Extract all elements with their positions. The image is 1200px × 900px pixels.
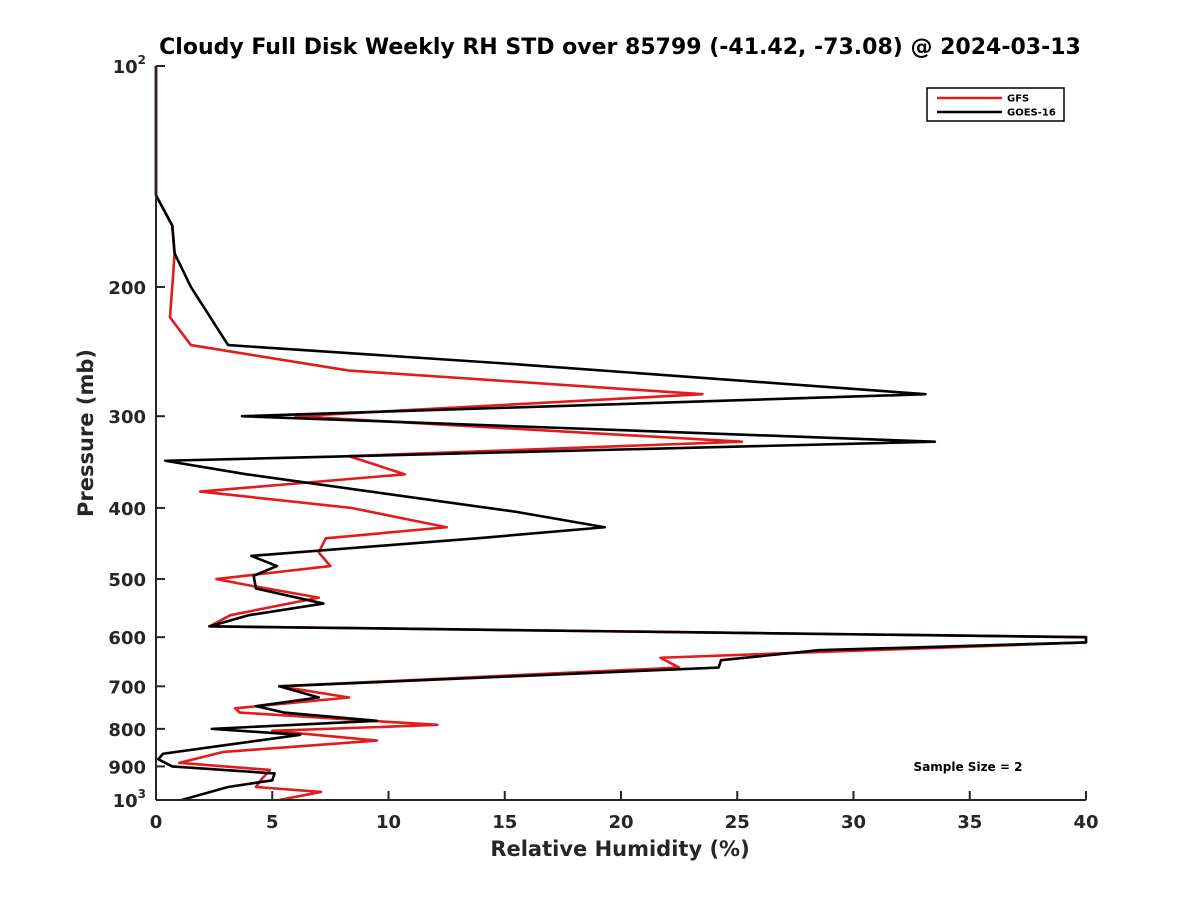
y-tick-label: 103	[113, 787, 146, 812]
y-axis-label: Pressure (mb)	[74, 349, 98, 517]
x-tick-label: 15	[492, 812, 517, 833]
y-tick-label: 500	[108, 570, 146, 591]
series-line-goes-16	[154, 66, 1088, 802]
x-tick-label: 30	[841, 812, 866, 833]
y-tick-label: 200	[108, 278, 146, 299]
sample-size-annotation: Sample Size = 2	[914, 760, 1023, 774]
plot-area: 0 5 10 15 20 25 30 35 40 102 200 300 400 500 600 700 800…	[108, 53, 1098, 833]
x-tick-label: 40	[1073, 812, 1098, 833]
x-tick-label: 25	[725, 812, 750, 833]
y-tick-label: 800	[108, 720, 146, 741]
y-tick-label: 400	[108, 499, 146, 520]
legend: GFS GOES-16	[926, 87, 1065, 122]
series-layer	[154, 66, 1088, 802]
series-line-gfs	[154, 66, 1088, 802]
chart-title: Cloudy Full Disk Weekly RH STD over 8579…	[159, 35, 1081, 60]
y-tick-label: 102	[113, 53, 146, 78]
legend-label-gfs: GFS	[1007, 94, 1029, 105]
x-tick-label: 10	[376, 812, 401, 833]
x-tick-label: 35	[957, 812, 982, 833]
y-tick-label: 700	[108, 677, 146, 698]
axes-layer: 0 5 10 15 20 25 30 35 40 102 200 300 400 500 600 700 800…	[108, 53, 1098, 833]
y-tick-label: 600	[108, 628, 146, 649]
x-tick-label: 20	[608, 812, 633, 833]
x-axis-label: Relative Humidity (%)	[490, 837, 749, 861]
y-tick-label: 300	[108, 407, 146, 428]
x-tick-label: 5	[266, 812, 279, 833]
x-tick-label: 0	[150, 812, 163, 833]
legend-label-goes-16: GOES-16	[1007, 108, 1056, 119]
legend-box	[926, 87, 1065, 122]
y-tick-label: 900	[108, 757, 146, 778]
